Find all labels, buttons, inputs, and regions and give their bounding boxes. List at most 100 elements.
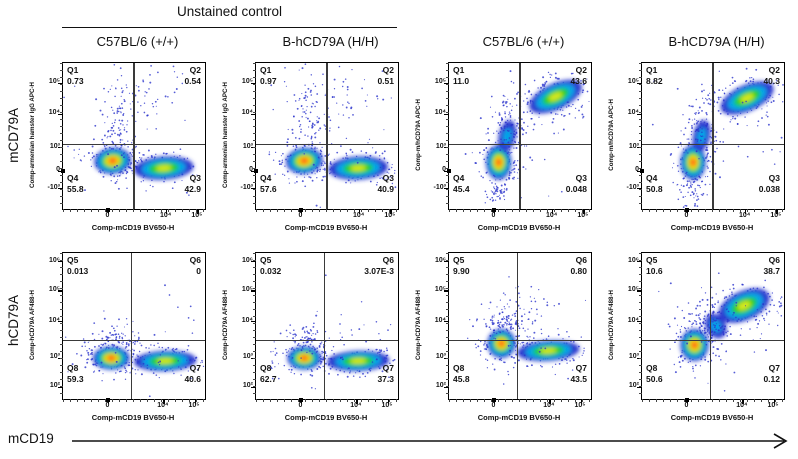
x-axis-ticks: 0 10⁴ 10⁵ <box>62 400 204 412</box>
x-tick-label: 10⁵ <box>188 402 200 409</box>
axis-tick-mark <box>444 386 449 388</box>
quadrant-name: Q1 <box>646 65 658 75</box>
y-tick-label: 10² <box>49 382 60 390</box>
y-tick-label: -10³ <box>47 183 60 191</box>
y-axis-ticks: 10⁵ 10⁴ 10³ 0 -10³ <box>425 62 448 208</box>
axis-tick-mark <box>58 386 63 388</box>
zero-tick-marker <box>106 397 111 402</box>
quadrant-percentage: 50.8 <box>646 183 663 194</box>
x-axis-label: Comp-mCD19 BV650-H <box>670 413 754 422</box>
axis-tick-mark <box>107 399 110 404</box>
x-axis-ticks: 0 10⁴ 10⁵ <box>62 210 204 222</box>
zero-tick-marker <box>685 397 690 402</box>
x-tick-label: 0 <box>105 402 110 409</box>
y-tick-label: 10³ <box>49 353 60 361</box>
x-tick-label: 10⁴ <box>739 212 751 219</box>
y-axis-ticks: 10⁶ 10⁵ 10⁴ 10³ 10² <box>425 252 448 398</box>
quadrant-percentage: 9.90 <box>453 265 470 276</box>
quadrant-stat-q1: Q1 0.73 <box>67 65 84 86</box>
y-tick-label: 10⁴ <box>48 316 60 324</box>
plot-area: Q5 0.013 Q6 0 Q8 59.3 Q7 40.6 <box>58 252 206 404</box>
axis-tick-mark <box>58 113 63 115</box>
quadrant-percentage: 11.0 <box>453 75 470 86</box>
quadrant-stat-q7: Q7 40.6 <box>184 363 201 384</box>
quadrant-stat-q1: Q1 0.97 <box>260 65 277 86</box>
y-tick-label: 10² <box>242 382 253 390</box>
axis-tick-mark <box>356 399 358 404</box>
quadrant-percentage: 0 <box>196 265 201 276</box>
zero-tick-marker <box>299 397 304 402</box>
axis-tick-mark <box>637 113 642 115</box>
axis-tick-mark <box>583 209 585 214</box>
axis-tick-mark <box>300 399 303 404</box>
y-tick-label: 0 <box>56 166 60 174</box>
axis-tick-mark <box>637 290 642 292</box>
quadrant-stat-q4: Q4 45.4 <box>453 173 470 194</box>
axis-tick-mark <box>444 290 449 292</box>
flow-panel: Comp-hCD79A AF488-H 10⁶ 10⁵ 10⁴ 10³ 10² Q5 0.… <box>219 240 412 426</box>
right-arrow-icon <box>72 433 788 449</box>
y-tick-label: 10⁵ <box>48 78 60 86</box>
axis-tick-mark <box>251 147 256 149</box>
y-axis-ticks: 10⁵ 10⁴ 10³ 0 -10³ <box>39 62 62 208</box>
y-tick-label: 10⁵ <box>434 285 446 293</box>
flow-panel: Comp-m/hCD79A APC-H 10⁵ 10⁴ 10³ 0 -10³ Q1 8.8… <box>605 54 798 240</box>
zero-tick-marker <box>299 207 304 212</box>
quadrant-name: Q2 <box>768 65 780 75</box>
axis-tick-mark <box>637 147 642 149</box>
axis-tick-mark <box>58 82 63 85</box>
y-tick-label: 10⁶ <box>241 256 253 264</box>
y-axis-label: Comp-hCD79A AF488-H <box>29 289 36 361</box>
quadrant-name: Q3 <box>768 173 780 183</box>
quadrant-name: Q2 <box>189 65 201 75</box>
y-axis-label-column: Comp-armenian hamster IgG APC-H <box>26 62 39 208</box>
quadrant-name: Q7 <box>382 363 394 373</box>
quadrant-name: Q4 <box>453 173 465 183</box>
quadrant-name: Q7 <box>575 363 587 373</box>
y-tick-label: 10⁴ <box>434 316 446 324</box>
y-tick-label: 10⁵ <box>627 285 639 293</box>
x-tick-label: 10⁴ <box>157 402 169 409</box>
quadrant-gate-horizontal <box>256 144 398 146</box>
quadrant-percentage: 43.5 <box>570 373 587 384</box>
quadrant-name: Q5 <box>67 255 79 265</box>
quadrant-name: Q7 <box>768 363 780 373</box>
quadrant-name: Q1 <box>260 65 272 75</box>
x-tick-label: 10⁴ <box>546 212 558 219</box>
y-axis-label-column: Comp-hCD79A AF488-H <box>26 252 39 398</box>
axis-tick-mark <box>251 290 256 292</box>
x-tick-label: 0 <box>684 402 689 409</box>
axis-tick-mark <box>251 261 256 263</box>
axis-tick-mark <box>580 399 582 404</box>
x-axis-ticks: 0 10⁴ 10⁵ <box>255 210 397 222</box>
axis-tick-mark <box>251 113 256 115</box>
axis-tick-mark <box>444 147 449 149</box>
y-tick-label: 10⁶ <box>48 256 60 264</box>
zero-tick-marker <box>60 169 65 174</box>
quadrant-percentage: 0.73 <box>67 75 84 86</box>
column-title-2: B-hCD79A (H/H) <box>282 34 379 49</box>
quadrant-gate-vertical <box>326 63 328 209</box>
quadrant-stat-q8: Q8 45.8 <box>453 363 470 384</box>
axis-tick-mark <box>300 209 303 214</box>
x-axis-label: Comp-mCD19 BV650-H <box>477 413 561 422</box>
quadrant-percentage: 0.12 <box>763 373 780 384</box>
quadrant-percentage: 37.3 <box>377 373 394 384</box>
quadrant-name: Q7 <box>189 363 201 373</box>
x-tick-label: 10⁴ <box>736 402 748 409</box>
unstained-control-label: Unstained control <box>176 4 283 19</box>
density-scatter-plot <box>466 276 587 385</box>
figure-header: Unstained control C57BL/6 (+/+) B-hCD79A… <box>0 0 798 54</box>
quadrant-percentage: 43.6 <box>570 75 587 86</box>
quadrant-percentage: 0.032 <box>260 265 282 276</box>
quadrant-stat-q5: Q5 0.032 <box>260 255 281 276</box>
quadrant-percentage: 10.6 <box>646 265 663 276</box>
density-scatter-plot <box>268 63 397 208</box>
x-tick-label: 0 <box>298 402 303 409</box>
column-title-3: C57BL/6 (+/+) <box>482 34 565 49</box>
quadrant-stat-q1: Q1 8.82 <box>646 65 663 86</box>
zero-tick-marker <box>639 169 644 174</box>
quadrant-stat-q8: Q8 62.7 <box>260 363 277 384</box>
quadrant-stat-q2: Q2 0.51 <box>377 65 394 86</box>
axis-tick-mark <box>251 386 256 388</box>
